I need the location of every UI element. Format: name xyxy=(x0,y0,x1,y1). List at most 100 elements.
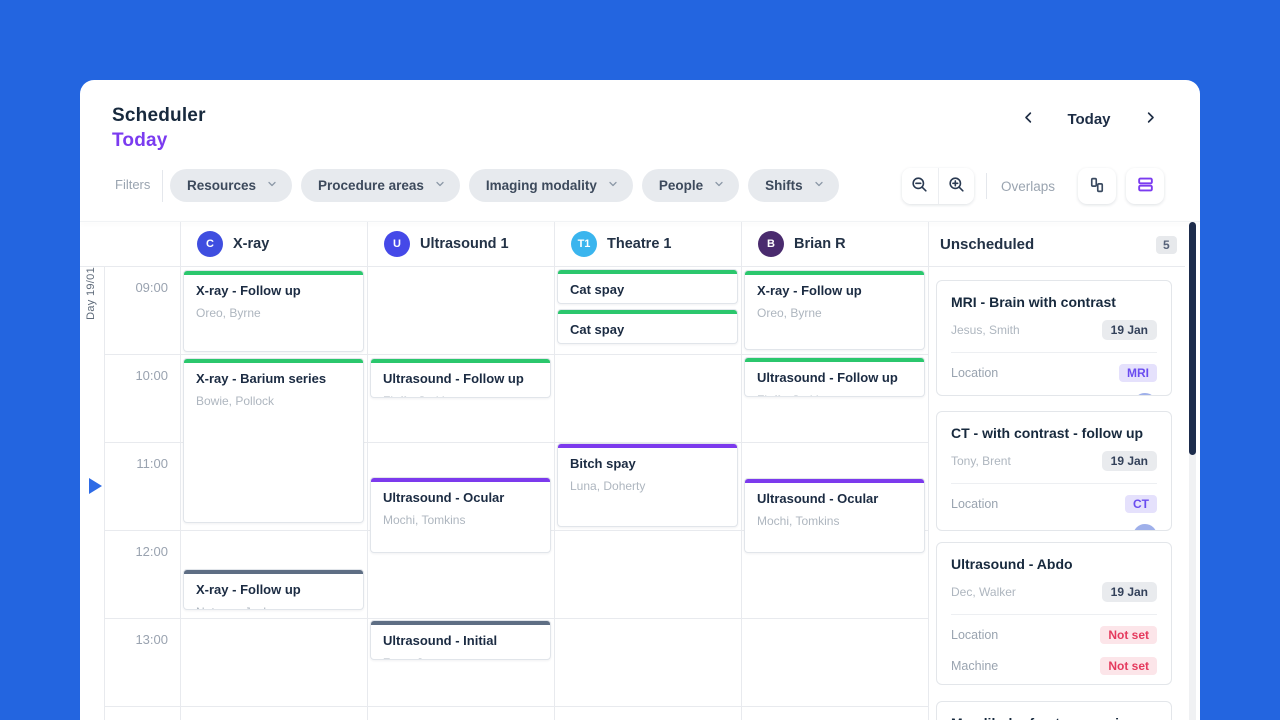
unscheduled-card[interactable]: CT - with contrast - follow up Tony, Bren… xyxy=(936,411,1172,531)
date-badge: 19 Jan xyxy=(1101,451,1157,471)
appointment-card[interactable]: Cat spay xyxy=(557,269,738,304)
appointment-status-bar xyxy=(745,479,924,483)
resource-avatar: T1 xyxy=(571,231,597,257)
page-subtitle: Today xyxy=(112,130,168,151)
appointment-status-bar xyxy=(184,570,363,574)
unscheduled-card-meta-row: Dec, Walker 19 Jan xyxy=(951,581,1157,603)
filter-pill-label: Imaging modality xyxy=(485,178,597,193)
column-gridline xyxy=(928,222,929,720)
appointment-status-bar xyxy=(371,359,550,363)
appointment-card[interactable]: X-ray - Barium series Bowie, Pollock xyxy=(183,358,364,523)
filter-pill-imaging-modality[interactable]: Imaging modality xyxy=(468,169,633,202)
next-day-button[interactable] xyxy=(1136,105,1164,133)
appointment-status-bar xyxy=(184,271,363,275)
appointment-title: Ultrasound - Ocular xyxy=(757,491,879,506)
zoom-in-icon xyxy=(947,175,966,197)
filter-pill-people[interactable]: People xyxy=(641,169,740,202)
appointment-title: Bitch spay xyxy=(570,456,636,471)
not-set-badge: Not set xyxy=(1100,626,1157,644)
zoom-button-group xyxy=(901,168,974,204)
person-avatar: JC xyxy=(1133,393,1157,395)
appointment-status-bar xyxy=(745,358,924,362)
day-date-label: Day 19/01 xyxy=(85,267,97,320)
resource-column-header: Ultrasound 1 xyxy=(420,236,509,252)
header-divider xyxy=(80,221,1200,222)
appointment-status-bar xyxy=(558,444,737,448)
stacked-rows-icon xyxy=(1136,175,1155,197)
unscheduled-panel-title: Unscheduled xyxy=(940,236,1035,253)
appointment-patient: Luna, Doherty xyxy=(570,479,646,493)
divider xyxy=(951,483,1157,484)
unscheduled-card[interactable]: Mandibular fracture repair xyxy=(936,701,1172,720)
zoom-in-button[interactable] xyxy=(937,168,974,204)
chevron-left-icon xyxy=(1021,110,1036,128)
hour-gridline xyxy=(80,266,1185,267)
today-button[interactable]: Today xyxy=(1067,110,1111,128)
appointment-card[interactable]: Ultrasound - Follow up Fluffy, Smith xyxy=(744,357,925,397)
unscheduled-card-title: Ultrasound - Abdo xyxy=(951,556,1073,572)
detail-label: Machine xyxy=(951,659,999,673)
unscheduled-card-patient: Tony, Brent xyxy=(951,454,1011,468)
unscheduled-card[interactable]: Ultrasound - Abdo Dec, Walker 19 Jan Locati… xyxy=(936,542,1172,685)
appointment-status-bar xyxy=(558,270,737,274)
time-label: 09:00 xyxy=(135,280,168,295)
scheduler-app-window: Scheduler Today Today Filters Resources P… xyxy=(80,80,1200,720)
appointment-title: Ultrasound - Follow up xyxy=(383,371,524,386)
overlaps-label: Overlaps xyxy=(1000,178,1055,194)
detail-label: Location xyxy=(951,497,999,511)
detail-label: Location xyxy=(951,628,999,642)
appointment-status-bar xyxy=(184,359,363,363)
appointment-title: Ultrasound - Follow up xyxy=(757,370,898,385)
appointment-patient: Oreo, Byrne xyxy=(196,306,261,320)
unscheduled-card[interactable]: MRI - Brain with contrast Jesus, Smith 19 … xyxy=(936,280,1172,396)
unscheduled-scrollbar-track[interactable] xyxy=(1189,222,1196,720)
appointment-card[interactable]: Bitch spay Luna, Doherty xyxy=(557,443,738,527)
overlap-columns-icon xyxy=(1088,176,1106,197)
appointment-card[interactable]: X-ray - Follow up Oreo, Byrne xyxy=(744,270,925,350)
resource-column-header: Theatre 1 xyxy=(607,236,672,252)
appointment-card[interactable]: X-ray - Follow up Oreo, Byrne xyxy=(183,270,364,352)
filter-pill-resources[interactable]: Resources xyxy=(170,169,293,202)
appointment-patient: Fluffy, Smith xyxy=(383,394,538,397)
zoom-out-button[interactable] xyxy=(901,168,938,204)
stacked-rows-view-button[interactable] xyxy=(1126,168,1164,204)
appointment-card[interactable]: Cat spay xyxy=(557,309,738,344)
unscheduled-card-title: CT - with contrast - follow up xyxy=(951,425,1144,441)
unscheduled-card-patient: Jesus, Smith xyxy=(951,323,1020,337)
unscheduled-card-meta-row: Tony, Brent 19 Jan xyxy=(951,450,1157,472)
previous-day-button[interactable] xyxy=(1014,105,1042,133)
unscheduled-detail-row: Machine Not set xyxy=(951,655,1157,677)
appointment-card[interactable]: Ultrasound - Follow up Fluffy, Smith xyxy=(370,358,551,398)
appointment-card[interactable]: Ultrasound - Ocular Mochi, Tomkins xyxy=(370,477,551,553)
chevron-right-icon xyxy=(1143,110,1158,128)
appointment-title: Cat spay xyxy=(570,322,625,337)
unscheduled-card-meta-row: Jesus, Smith 19 Jan xyxy=(951,319,1157,341)
appointment-title: Cat spay xyxy=(570,282,625,297)
detail-label: People xyxy=(951,529,990,530)
filter-pill-label: Resources xyxy=(187,178,257,193)
appointment-card[interactable]: X-ray - Follow up Nutmeg, Jackson xyxy=(183,569,364,610)
appointment-patient: Mochi, Tomkins xyxy=(757,514,840,528)
chevron-down-icon xyxy=(266,178,278,193)
column-gridline xyxy=(104,266,105,720)
appointment-patient: Fluffy, Smith xyxy=(757,393,912,396)
person-avatar: JC xyxy=(1133,524,1157,530)
appointment-patient: Nutmeg, Jackson xyxy=(196,605,351,609)
unscheduled-scrollbar-thumb[interactable] xyxy=(1189,222,1196,455)
resource-column-header: X-ray xyxy=(233,236,270,252)
appointment-card[interactable]: Ultrasound - Ocular Mochi, Tomkins xyxy=(744,478,925,553)
appointment-title: X-ray - Follow up xyxy=(196,283,301,298)
filter-pill-procedure-areas[interactable]: Procedure areas xyxy=(301,169,460,202)
filter-pill-shifts[interactable]: Shifts xyxy=(748,169,839,202)
divider xyxy=(951,352,1157,353)
unscheduled-count-badge: 5 xyxy=(1156,236,1177,254)
chevron-down-icon xyxy=(713,178,725,193)
overlap-columns-view-button[interactable] xyxy=(1078,168,1116,204)
unscheduled-card-patient: Dec, Walker xyxy=(951,585,1016,599)
zoom-out-icon xyxy=(910,175,929,197)
appointment-card[interactable]: Ultrasound - Initial Zeus, Jones xyxy=(370,620,551,660)
appointment-title: Ultrasound - Initial xyxy=(383,633,498,648)
location-badge: CT xyxy=(1125,495,1157,513)
unscheduled-card-title: Mandibular fracture repair xyxy=(951,715,1157,720)
resource-avatar: C xyxy=(197,231,223,257)
